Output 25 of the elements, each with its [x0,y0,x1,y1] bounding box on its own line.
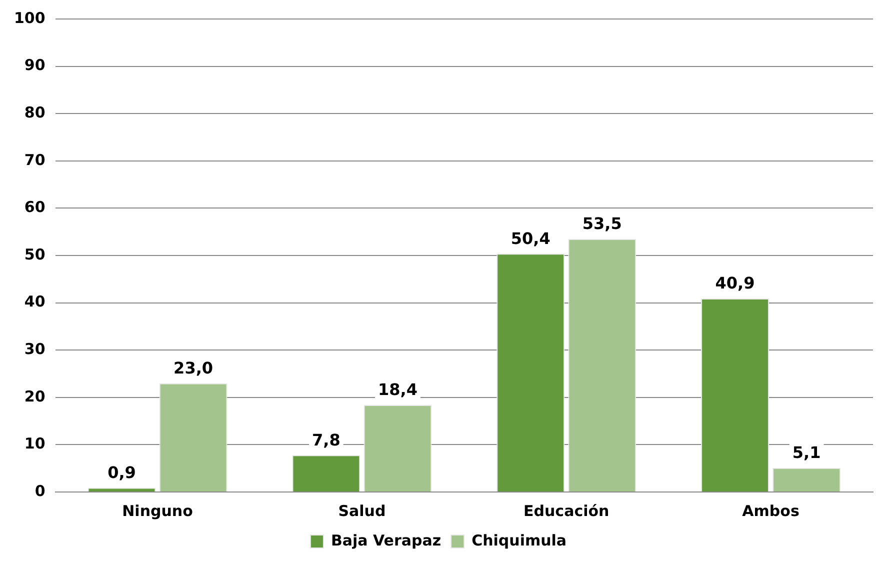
y-tick-label: 40 [24,292,46,311]
y-tick-label: 30 [24,340,46,358]
y-tick-label: 10 [24,434,46,453]
data-label: 5,1 [792,443,821,462]
y-tick-label: 70 [24,150,46,169]
data-label: 23,0 [174,358,214,378]
x-tick-label: Salud [338,502,386,520]
legend-label: Baja Verapaz [330,531,442,550]
data-label: 40,9 [715,274,755,293]
y-tick-label: 100 [14,8,46,27]
data-label: 0,9 [108,462,136,482]
y-tick-label: 60 [24,198,46,216]
y-tick-label: 20 [24,387,46,406]
y-tick-label: 0 [34,482,46,500]
y-tick-label: 90 [24,56,46,74]
x-tick-label: Educación [524,502,610,520]
data-label: 18,4 [378,380,418,400]
x-tick-label: Ambos [742,502,800,520]
x-tick-label: Ninguno [122,502,193,520]
data-label: 53,5 [582,214,622,234]
y-tick-label: 80 [24,103,46,122]
y-tick-label: 50 [24,245,46,264]
legend-label: Chiquimula [472,531,567,550]
data-label: 50,4 [510,228,550,248]
data-label: 7,8 [312,430,340,450]
